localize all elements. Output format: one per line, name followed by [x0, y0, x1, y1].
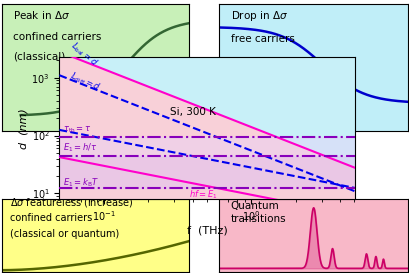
Text: $L_\mathrm{bal} = d$: $L_\mathrm{bal} = d$ [67, 40, 100, 69]
Text: $E_1 = k_\mathrm{B}T$: $E_1 = k_\mathrm{B}T$ [63, 176, 99, 189]
Text: free carriers: free carriers [230, 34, 294, 44]
Text: Drude: Drude [230, 57, 262, 67]
Text: $L_\mathrm{diff} = d$: $L_\mathrm{diff} = d$ [67, 70, 102, 94]
Text: confined carriers: confined carriers [13, 32, 101, 42]
Text: Quantum: Quantum [230, 201, 279, 211]
X-axis label: f  (THz): f (THz) [186, 225, 227, 236]
Text: Drop in $\Delta\sigma$: Drop in $\Delta\sigma$ [230, 9, 287, 23]
Text: $E_1 = h/\tau$: $E_1 = h/\tau$ [63, 141, 98, 154]
Text: transitions: transitions [230, 214, 285, 224]
Text: $\Delta\sigma$ featureless (increase): $\Delta\sigma$ featureless (increase) [9, 195, 133, 209]
Y-axis label: d  (nm): d (nm) [19, 108, 29, 149]
Text: Peak in $\Delta\sigma$: Peak in $\Delta\sigma$ [13, 9, 70, 21]
Text: Si, 300 K: Si, 300 K [169, 106, 215, 117]
Text: $\tau_\mathrm{th} = \tau$: $\tau_\mathrm{th} = \tau$ [63, 124, 92, 135]
Text: $hf = E_1$: $hf = E_1$ [189, 189, 218, 201]
Text: (classical or quantum): (classical or quantum) [9, 229, 119, 239]
Text: (classical): (classical) [13, 52, 65, 62]
Text: confined carriers: confined carriers [9, 213, 92, 223]
